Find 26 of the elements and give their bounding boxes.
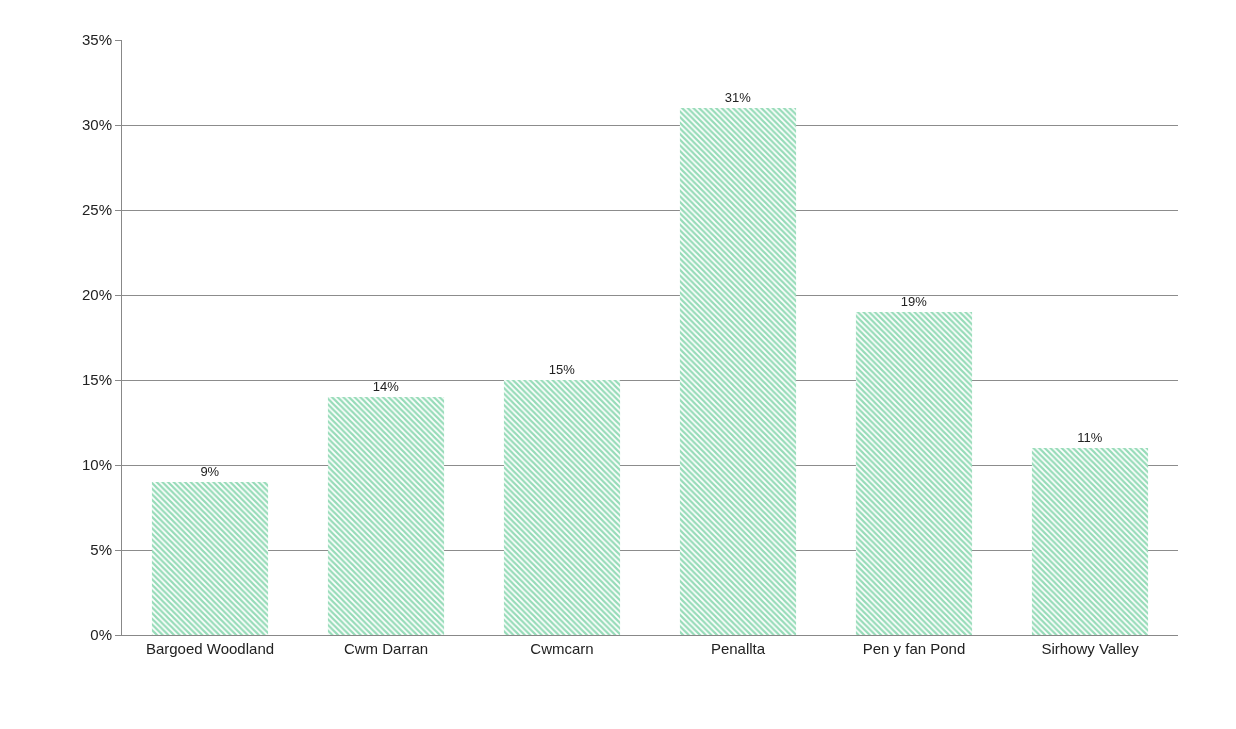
- x-tick-label: Pen y fan Pond: [862, 640, 966, 657]
- bar: [151, 482, 269, 635]
- bar: [327, 397, 445, 635]
- x-tick-label: Sirhowy Valley: [1041, 640, 1140, 657]
- x-tick-label: Bargoed Woodland: [145, 640, 275, 657]
- y-tick-label: 30%: [81, 116, 112, 134]
- bar: [503, 380, 621, 635]
- x-tick-label: Penallta: [710, 640, 766, 657]
- data-label: 19%: [900, 294, 928, 309]
- data-label: 11%: [1077, 430, 1103, 445]
- data-label: 15%: [548, 362, 576, 377]
- x-tick-label: Cwmcarn: [530, 640, 594, 657]
- bar: [679, 108, 797, 635]
- y-tick-label: 10%: [81, 456, 112, 474]
- y-tick-label: 35%: [81, 31, 112, 49]
- bar: [855, 312, 973, 635]
- data-label: 14%: [372, 379, 400, 394]
- y-tick-label: 25%: [81, 201, 112, 219]
- x-tick-label: Cwm Darran: [343, 640, 429, 657]
- data-label: 31%: [724, 90, 752, 105]
- y-tick-label: 15%: [81, 371, 112, 389]
- bar: [1031, 448, 1149, 635]
- y-tick-label: 0%: [90, 626, 112, 644]
- y-tick-label: 20%: [81, 286, 112, 304]
- data-label: 9%: [200, 464, 220, 479]
- y-tick-label: 5%: [90, 541, 112, 559]
